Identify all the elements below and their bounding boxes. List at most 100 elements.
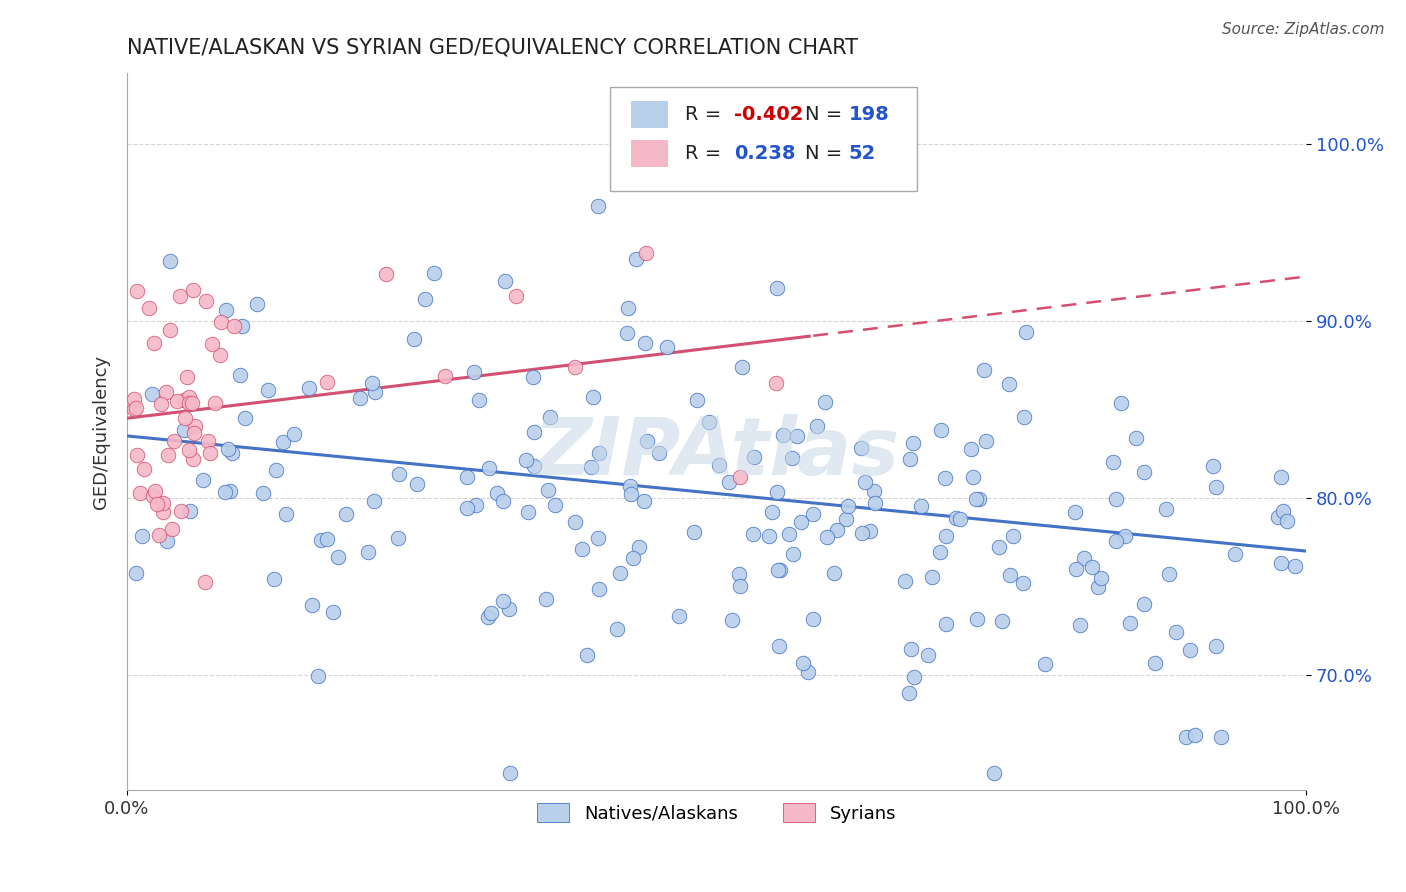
Point [129,486,152,500]
Point [588,446,610,460]
Point [894,574,917,588]
Point [814,395,837,409]
Point [1184,728,1206,742]
Point [434,368,457,383]
Point [499,765,522,780]
Point [231,319,253,334]
Point [150,397,173,411]
Point [122,392,145,406]
Point [579,459,602,474]
Point [184,419,207,434]
Point [1064,505,1087,519]
Point [1164,625,1187,640]
Point [973,362,995,376]
Point [606,623,628,637]
Point [173,411,195,425]
Point [1125,431,1147,445]
Point [983,765,1005,780]
Point [252,486,274,500]
Point [934,471,956,485]
Point [375,267,398,281]
Point [214,484,236,499]
Text: 198: 198 [849,105,890,124]
Point [156,448,179,462]
Text: 52: 52 [849,145,876,163]
Point [478,461,501,475]
Point [198,446,221,460]
Point [505,289,527,303]
Point [145,497,167,511]
Point [177,390,200,404]
Point [1105,492,1128,507]
Point [492,594,515,608]
Point [170,504,193,518]
Point [769,563,792,577]
Point [224,319,246,334]
Point [728,566,751,581]
Point [1014,410,1036,425]
Point [903,670,925,684]
Point [1090,571,1112,585]
Point [209,315,232,329]
Point [191,473,214,487]
Point [634,336,657,351]
Point [620,487,643,501]
Point [498,602,520,616]
Point [538,409,561,424]
Point [204,396,226,410]
Point [177,442,200,457]
Point [823,566,845,580]
Point [229,368,252,382]
Point [1015,325,1038,339]
Point [219,483,242,498]
Point [138,301,160,315]
Point [1064,562,1087,576]
Point [1275,514,1298,528]
Point [456,470,478,484]
Point [858,524,880,538]
Point [1132,466,1154,480]
Point [1133,597,1156,611]
Point [668,608,690,623]
Point [780,451,803,466]
Point [619,479,641,493]
Point [575,648,598,662]
Text: NATIVE/ALASKAN VS SYRIAN GED/EQUIVALENCY CORRELATION CHART: NATIVE/ALASKAN VS SYRIAN GED/EQUIVALENCY… [127,37,858,57]
Point [1202,458,1225,473]
Point [967,491,990,506]
Point [586,199,609,213]
Point [792,657,814,671]
Point [758,529,780,543]
Point [322,605,344,619]
Point [768,639,790,653]
Point [217,442,239,457]
FancyBboxPatch shape [630,101,668,128]
Point [731,360,754,375]
Point [903,436,925,450]
Text: 0.238: 0.238 [734,145,796,163]
Point [991,614,1014,628]
Text: R =: R = [685,145,734,163]
Point [624,252,647,267]
Point [1270,557,1292,571]
Point [363,494,385,508]
Point [617,301,640,316]
Point [686,392,709,407]
Point [173,393,195,408]
Point [586,531,609,545]
Point [422,266,444,280]
Point [263,572,285,586]
FancyBboxPatch shape [630,140,668,168]
Point [707,458,730,472]
Point [1073,551,1095,566]
Point [183,426,205,441]
Point [851,441,873,455]
Point [233,410,256,425]
Point [1205,480,1227,494]
Point [169,289,191,303]
Point [142,336,165,351]
Point [1159,566,1181,581]
Point [522,458,544,473]
Point [464,498,486,512]
Point [898,686,921,700]
